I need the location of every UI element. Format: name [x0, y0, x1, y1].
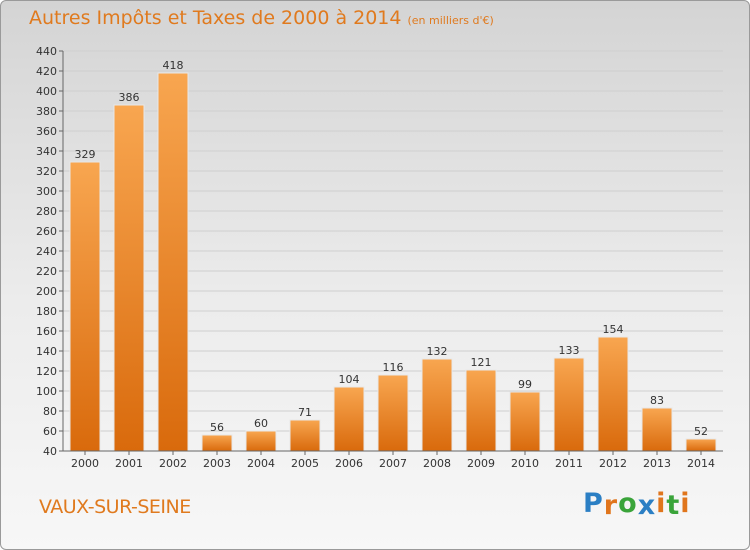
- logo-letter: x: [637, 490, 657, 521]
- data-label-2009: 121: [471, 356, 492, 369]
- y-tick-label: 120: [36, 365, 57, 378]
- bar-2009: [465, 369, 497, 452]
- x-tick-label: 2001: [115, 457, 143, 470]
- data-label-2005: 71: [298, 406, 312, 419]
- bar-2000: [69, 161, 101, 452]
- y-tick-label: 80: [43, 405, 57, 418]
- bar-2014: [685, 438, 717, 452]
- bar-2002: [157, 72, 189, 452]
- x-tick-label: 2012: [599, 457, 627, 470]
- x-tick-label: 2000: [71, 457, 99, 470]
- logo-letter: o: [618, 488, 638, 519]
- y-tick-label: 300: [36, 185, 57, 198]
- x-tick-label: 2006: [335, 457, 363, 470]
- y-tick-label: 260: [36, 225, 57, 238]
- y-tick-label: 320: [36, 165, 57, 178]
- logo-letter: i: [680, 488, 691, 519]
- x-tick-label: 2009: [467, 457, 495, 470]
- y-tick-label: 380: [36, 105, 57, 118]
- y-tick-label: 360: [36, 125, 57, 138]
- y-axis-ticks: 40 60 80 100 120 140 160 180 200 220 240 260 280 300 3…: [36, 45, 63, 458]
- data-label-2013: 83: [650, 394, 664, 407]
- y-tick-label: 100: [36, 385, 57, 398]
- y-tick-label: 420: [36, 65, 57, 78]
- data-label-2006: 104: [339, 373, 360, 386]
- bar-2013: [641, 407, 673, 452]
- commune-name: VAUX-SUR-SEINE: [39, 496, 191, 518]
- bar-2003: [201, 434, 233, 452]
- bar-2006: [333, 386, 365, 452]
- bar-2012: [597, 336, 629, 452]
- bar-2007: [377, 374, 409, 452]
- x-tick-label: 2010: [511, 457, 539, 470]
- data-labels: 329 386 418 56 60 71 104 116 132 121 99 133 154 83 52: [75, 59, 709, 438]
- data-label-2007: 116: [383, 361, 404, 374]
- data-label-2002: 418: [163, 59, 184, 72]
- x-tick-label: 2004: [247, 457, 275, 470]
- logo-letter: t: [666, 490, 681, 521]
- bar-2008: [421, 358, 453, 452]
- y-tick-label: 160: [36, 325, 57, 338]
- x-tick-label: 2008: [423, 457, 451, 470]
- y-tick-label: 400: [36, 85, 57, 98]
- y-tick-label: 140: [36, 345, 57, 358]
- x-tick-label: 2003: [203, 457, 231, 470]
- data-label-2004: 60: [254, 417, 268, 430]
- y-tick-label: 200: [36, 285, 57, 298]
- x-tick-label: 2005: [291, 457, 319, 470]
- chart-unit: (en milliers d'€): [407, 14, 494, 27]
- data-label-2000: 329: [75, 148, 96, 161]
- logo-letter: r: [603, 490, 619, 521]
- bar-2005: [289, 419, 321, 452]
- y-tick-label: 60: [43, 425, 57, 438]
- y-tick-label: 280: [36, 205, 57, 218]
- x-tick-label: 2013: [643, 457, 671, 470]
- data-label-2010: 99: [518, 378, 532, 391]
- x-tick-label: 2007: [379, 457, 407, 470]
- x-tick-label: 2014: [687, 457, 715, 470]
- x-tick-label: 2011: [555, 457, 583, 470]
- logo-letter: P: [583, 488, 604, 519]
- x-tick-label: 2002: [159, 457, 187, 470]
- data-label-2011: 133: [559, 344, 580, 357]
- y-tick-label: 40: [43, 445, 57, 458]
- x-axis-ticks: 2000 2001 2002 2003 2004 2005 2006 2007 2008 2009…: [71, 451, 715, 470]
- data-label-2008: 132: [427, 345, 448, 358]
- y-tick-label: 440: [36, 45, 57, 58]
- data-label-2003: 56: [210, 421, 224, 434]
- bar-2001: [113, 104, 145, 452]
- y-tick-label: 220: [36, 265, 57, 278]
- proxiti-logo: Proxiti: [583, 488, 691, 521]
- bar-2004: [245, 430, 277, 452]
- data-label-2001: 386: [119, 91, 140, 104]
- y-tick-label: 240: [36, 245, 57, 258]
- chart-title-text: Autres Impôts et Taxes de 2000 à 2014: [29, 7, 402, 29]
- bar-2010: [509, 391, 541, 452]
- bar-2011: [553, 357, 585, 452]
- y-tick-label: 180: [36, 305, 57, 318]
- data-label-2012: 154: [603, 323, 624, 336]
- data-label-2014: 52: [694, 425, 708, 438]
- bars: [69, 72, 717, 452]
- y-tick-label: 340: [36, 145, 57, 158]
- logo-letter: i: [656, 488, 667, 519]
- chart-title: Autres Impôts et Taxes de 2000 à 2014 (en…: [29, 7, 494, 29]
